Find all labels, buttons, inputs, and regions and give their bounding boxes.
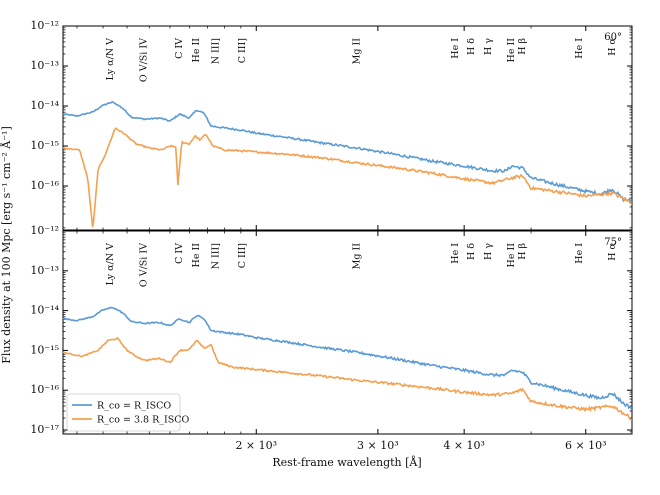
- y-tick-label: 10⁻¹⁶: [30, 383, 59, 396]
- panel-frame: [62, 25, 633, 231]
- emission-line-label: H δ: [466, 243, 477, 260]
- y-tick-label: 10⁻¹⁷: [30, 423, 59, 436]
- y-tick-label: 10⁻¹⁵: [30, 139, 59, 152]
- emission-line-label: He II: [506, 38, 517, 63]
- emission-line-label: H β: [517, 37, 528, 54]
- panel-angle-label: 60°: [604, 32, 622, 43]
- emission-line-label: C III]: [237, 243, 248, 268]
- emission-line-label: H δ: [466, 38, 477, 55]
- series-line-rco-isco: [63, 306, 632, 410]
- emission-line-label: He I: [450, 243, 461, 264]
- y-tick-label: 10⁻¹⁵: [30, 343, 59, 356]
- legend-box: [66, 393, 181, 432]
- panel-angle-label: 75°: [604, 237, 622, 248]
- emission-line-label: H α: [607, 37, 618, 55]
- legend: R_co = R_ISCO R_co = 3.8 R_ISCO: [66, 393, 190, 432]
- emission-line-label: H β: [517, 242, 528, 259]
- emission-line-label: N III]: [211, 38, 222, 64]
- series-line-rco-isco: [63, 100, 632, 203]
- y-tick-label: 10⁻¹³: [30, 59, 59, 72]
- emission-line-label: C IV: [174, 38, 185, 59]
- panel-frame: [62, 230, 633, 435]
- emission-line-label: O V/Si IV: [138, 243, 149, 287]
- emission-line-label: He I: [574, 38, 585, 59]
- legend-label: R_co = 3.8 R_ISCO: [97, 415, 190, 426]
- series-line-rco-3-8-isco: [63, 337, 632, 421]
- y-tick-label: 10⁻¹³: [30, 264, 59, 277]
- emission-line-label: Mg II: [352, 243, 363, 270]
- emission-line-label: He I: [450, 38, 461, 59]
- x-tick-label: 4 × 10³: [443, 439, 485, 452]
- y-tick-label: 10⁻¹²: [30, 224, 59, 237]
- emission-line-label: Ly α/N V: [105, 243, 116, 285]
- y-tick-label: 10⁻¹⁶: [30, 179, 59, 192]
- emission-line-label: N III]: [211, 243, 222, 269]
- y-axis-label: Flux density at 100 Mpc [erg s⁻¹ cm⁻² Å⁻…: [0, 126, 13, 364]
- emission-line-label: He II: [506, 243, 517, 268]
- panel-75deg: 10⁻¹² 10⁻¹³ 10⁻¹⁴ 10⁻¹⁵ 10⁻¹⁶ 10⁻¹⁷ 2 × 10³ 3 ×…: [30, 224, 633, 452]
- emission-line-label: He II: [191, 243, 202, 268]
- legend-label: R_co = R_ISCO: [97, 401, 171, 412]
- x-tick-label: 6 × 10³: [565, 439, 607, 452]
- emission-line-label: C III]: [237, 38, 248, 63]
- y-tick-label: 10⁻¹⁴: [30, 99, 59, 112]
- y-tick-label: 10⁻¹²: [30, 19, 59, 32]
- emission-line-label: C IV: [174, 243, 185, 264]
- emission-line-label: O V/Si IV: [138, 38, 149, 82]
- emission-line-label: H γ: [483, 38, 494, 55]
- series-line-rco-3-8-isco: [63, 127, 632, 228]
- y-tick-label: 10⁻¹⁴: [30, 304, 59, 317]
- emission-line-label: Ly α/N V: [105, 38, 116, 80]
- x-axis-label: Rest-frame wavelength [Å]: [272, 455, 421, 469]
- emission-line-label: He II: [191, 38, 202, 63]
- emission-line-label: H α: [607, 242, 618, 260]
- emission-line-label: H γ: [483, 243, 494, 260]
- x-tick-label: 3 × 10³: [357, 439, 399, 452]
- x-tick-label: 2 × 10³: [235, 439, 277, 452]
- emission-line-label: He I: [574, 243, 585, 264]
- emission-line-label: Mg II: [352, 38, 363, 65]
- panel-60deg: 10⁻¹² 10⁻¹³ 10⁻¹⁴ 10⁻¹⁵ 10⁻¹⁶ 60° Ly α/N V O V/…: [30, 19, 633, 231]
